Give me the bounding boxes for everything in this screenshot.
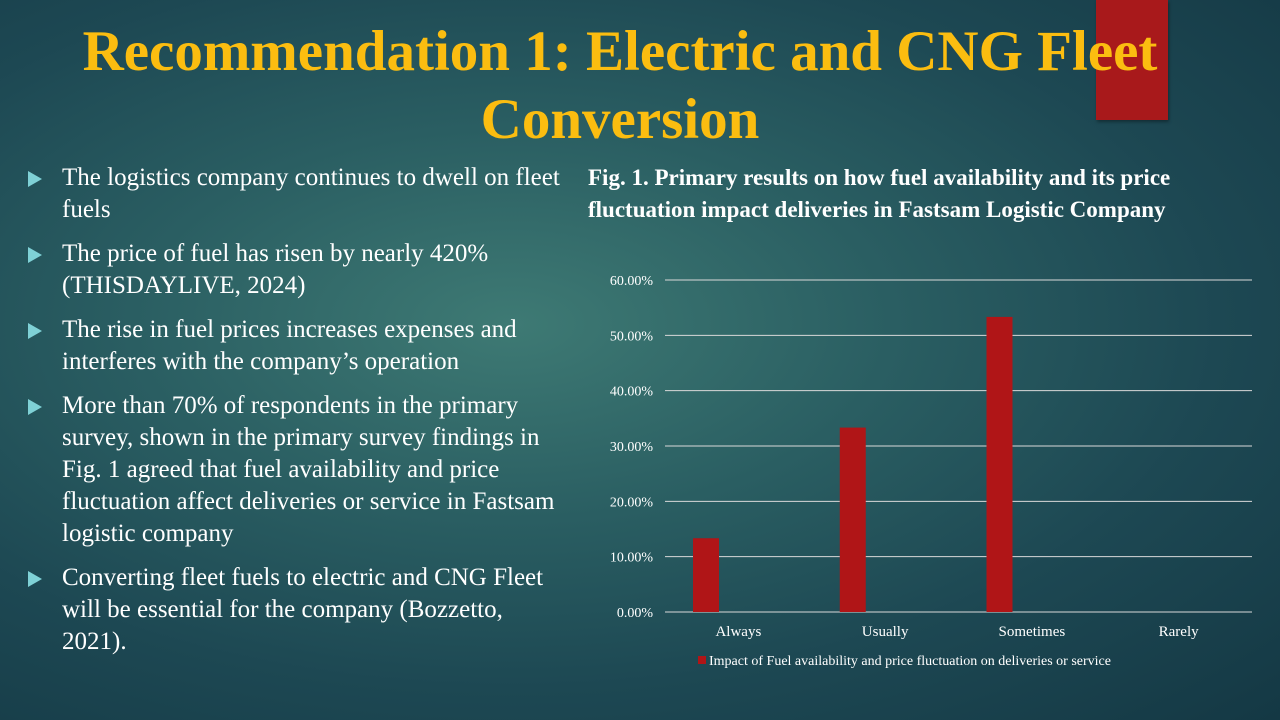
bullet-text: Converting fleet fuels to electric and C… — [62, 564, 544, 655]
bullet-item: The price of fuel has risen by nearly 42… — [28, 238, 568, 302]
figure-title: Fig. 1. Primary results on how fuel avai… — [588, 165, 1171, 222]
bullet-text: The rise in fuel prices increases expens… — [62, 316, 517, 375]
y-tick-label: 0.00% — [617, 606, 654, 621]
triangle-right-icon — [28, 171, 42, 187]
bar — [693, 538, 719, 612]
bullet-list: The logistics company continues to dwell… — [28, 162, 568, 670]
bullet-text: The price of fuel has risen by nearly 42… — [62, 240, 489, 299]
legend-swatch — [698, 656, 706, 664]
x-tick-label: Sometimes — [999, 624, 1066, 640]
x-tick-label: Always — [715, 624, 761, 640]
y-tick-label: 40.00% — [610, 385, 654, 400]
triangle-right-icon — [28, 323, 42, 339]
bar — [839, 427, 866, 612]
x-tick-label: Rarely — [1159, 624, 1199, 640]
y-tick-label: 10.00% — [610, 551, 654, 566]
triangle-right-icon — [28, 571, 42, 587]
y-tick-label: 30.00% — [610, 440, 654, 455]
bullet-item: Converting fleet fuels to electric and C… — [28, 562, 568, 658]
bar — [986, 316, 1013, 612]
x-tick-label: Usually — [862, 624, 909, 640]
slide-title: Recommendation 1: Electric and CNG Fleet… — [82, 20, 1158, 151]
bullet-text: The logistics company continues to dwell… — [62, 164, 560, 223]
bullet-item: More than 70% of respondents in the prim… — [28, 390, 568, 550]
y-tick-label: 20.00% — [610, 495, 654, 510]
triangle-right-icon — [28, 399, 42, 415]
accent-bar — [1096, 0, 1168, 120]
triangle-right-icon — [28, 247, 42, 263]
bullet-item: The rise in fuel prices increases expens… — [28, 314, 568, 378]
bullet-item: The logistics company continues to dwell… — [28, 162, 568, 226]
y-tick-label: 50.00% — [610, 329, 654, 344]
bullet-text: More than 70% of respondents in the prim… — [62, 392, 555, 547]
legend-label: Impact of Fuel availability and price fl… — [709, 654, 1111, 669]
bar-chart: 0.00% 10.00% 20.00% 30.00% 40.00% 50.00% 60.00… — [610, 274, 1252, 669]
y-tick-label: 60.00% — [610, 274, 654, 289]
